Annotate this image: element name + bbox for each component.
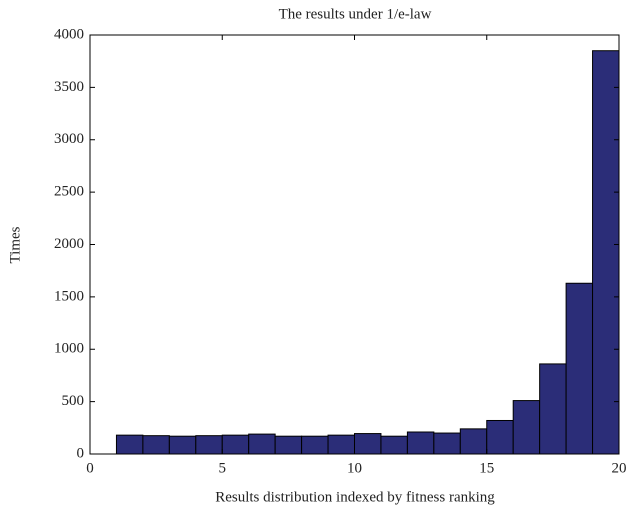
- y-tick-label: 1500: [54, 288, 84, 304]
- x-tick-label: 15: [479, 460, 494, 476]
- bar: [327, 434, 355, 455]
- x-tick-label: 0: [86, 460, 94, 476]
- bar: [354, 433, 382, 455]
- y-tick-label: 3500: [54, 79, 84, 95]
- y-tick-label: 2500: [54, 184, 84, 200]
- bar: [539, 363, 567, 455]
- bar: [565, 282, 594, 455]
- bar: [221, 434, 250, 455]
- bar: [195, 435, 223, 455]
- y-tick-label: 4000: [54, 26, 84, 42]
- y-tick-label: 0: [77, 445, 85, 461]
- y-tick-label: 3000: [54, 131, 84, 147]
- x-axis-label: Results distribution indexed by fitness …: [215, 489, 495, 505]
- bar: [486, 419, 514, 455]
- bar: [380, 435, 408, 455]
- bar: [248, 433, 276, 455]
- bar: [301, 435, 329, 455]
- bar: [168, 435, 197, 455]
- y-tick-label: 1000: [54, 341, 84, 357]
- chart-title: The results under 1/e-law: [279, 6, 432, 22]
- y-axis-label: Times: [7, 226, 23, 263]
- bar: [115, 434, 144, 455]
- bar: [459, 428, 488, 455]
- bar: [142, 435, 170, 455]
- bar: [406, 431, 435, 455]
- bar: [512, 400, 541, 455]
- bar: [433, 432, 461, 455]
- x-tick-label: 10: [347, 460, 362, 476]
- bar: [274, 435, 303, 455]
- bar: [592, 50, 620, 455]
- x-tick-label: 20: [612, 460, 627, 476]
- y-tick-label: 500: [62, 393, 85, 409]
- x-tick-label: 5: [219, 460, 227, 476]
- y-tick-label: 2000: [54, 236, 84, 252]
